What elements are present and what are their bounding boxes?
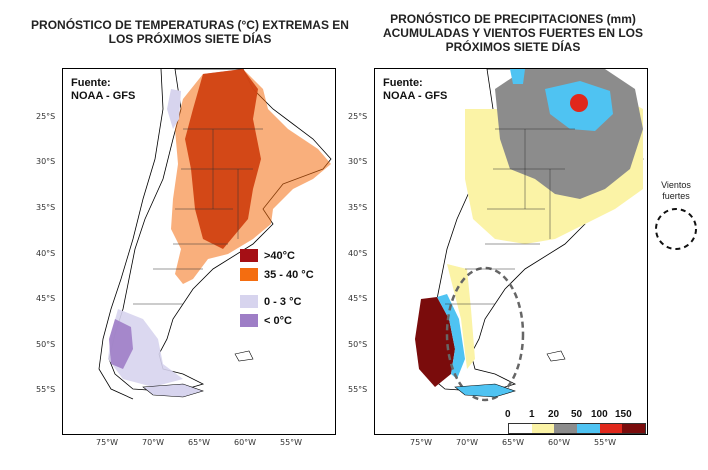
legend-item: >40°C	[240, 249, 295, 262]
lon-label-right: 60°W	[548, 438, 571, 447]
lat-label-right: 40°S	[348, 249, 368, 258]
precip-patagonia-light	[447, 264, 475, 369]
colorbar-segment	[622, 424, 646, 433]
strong-winds-legend: Vientos fuertes	[648, 180, 704, 252]
lat-label-right: 45°S	[348, 294, 368, 303]
province-borders	[133, 128, 263, 305]
tierra-del-fuego	[454, 383, 516, 398]
lon-label-left: 70°W	[142, 438, 165, 447]
malvinas	[234, 350, 254, 362]
colorbar-segment	[577, 424, 600, 433]
lat-label-right: 25°S	[348, 112, 368, 121]
lat-label-left: 30°S	[36, 157, 56, 166]
temperature-map: Fuente: NOAA - GFS	[62, 68, 336, 435]
colorbar-label: 0	[505, 409, 511, 420]
temperature-map-canvas	[98, 69, 332, 400]
lon-label-left: 75°W	[96, 438, 119, 447]
colorbar-label: 20	[548, 409, 560, 420]
lon-label-right: 70°W	[456, 438, 479, 447]
legend-swatch	[240, 249, 258, 262]
colorbar-segment	[531, 424, 555, 433]
lat-label-right: 35°S	[348, 203, 368, 212]
lat-label-left: 50°S	[36, 340, 56, 349]
legend-swatch	[240, 314, 258, 327]
colorbar-label: 150	[615, 409, 632, 420]
precipitation-source: Fuente: NOAA - GFS	[383, 77, 448, 102]
precipitation-map-title: PRONÓSTICO DE PRECIPITACIONES (mm) ACUMU…	[382, 12, 644, 54]
lon-label-left: 65°W	[188, 438, 211, 447]
malvinas	[546, 350, 566, 362]
province-borders	[445, 128, 575, 305]
precipitation-map-canvas	[415, 69, 644, 402]
temperature-source: Fuente: NOAA - GFS	[71, 77, 136, 102]
temperature-map-title: PRONÓSTICO DE TEMPERATURAS (°C) EXTREMAS…	[31, 18, 349, 46]
lon-label-left: 60°W	[234, 438, 257, 447]
colorbar-label: 1	[529, 409, 535, 420]
colorbar-label: 50	[571, 409, 583, 420]
colorbar-segment	[599, 424, 623, 433]
lat-label-right: 50°S	[348, 340, 368, 349]
legend-item: < 0°C	[240, 314, 292, 327]
strong-winds-ellipse	[445, 266, 525, 402]
precip-very-high-spot	[570, 94, 588, 112]
strong-winds-legend-symbol	[655, 208, 697, 250]
heat-area	[171, 69, 331, 284]
legend-item: 35 - 40 °C	[240, 268, 314, 281]
precip-patagonia-blue	[437, 294, 465, 379]
lat-label-left: 40°S	[36, 249, 56, 258]
lat-label-left: 55°S	[36, 385, 56, 394]
lon-label-left: 55°W	[280, 438, 303, 447]
tierra-del-fuego	[142, 383, 204, 398]
colorbar-label: 100	[591, 409, 608, 420]
very-cold-area	[109, 319, 133, 369]
lon-label-right: 55°W	[594, 438, 617, 447]
chile-coastline	[98, 69, 164, 400]
colorbar-segment	[554, 424, 578, 433]
precip-patagonia-area	[415, 297, 455, 387]
precipitation-map: Fuente: NOAA - GFS	[374, 68, 648, 435]
lat-label-left: 35°S	[36, 203, 56, 212]
lon-label-right: 75°W	[410, 438, 433, 447]
lat-label-left: 45°S	[36, 294, 56, 303]
cold-north-area	[167, 89, 181, 129]
precipitation-colorbar	[508, 423, 646, 434]
legend-swatch	[240, 268, 258, 281]
lat-label-right: 30°S	[348, 157, 368, 166]
colorbar-segment	[509, 424, 532, 433]
legend-item: 0 - 3 °C	[240, 295, 301, 308]
precip-high-area-2	[510, 69, 525, 84]
lat-label-right: 55°S	[348, 385, 368, 394]
lon-label-right: 65°W	[502, 438, 525, 447]
lat-label-left: 25°S	[36, 112, 56, 121]
legend-swatch	[240, 295, 258, 308]
